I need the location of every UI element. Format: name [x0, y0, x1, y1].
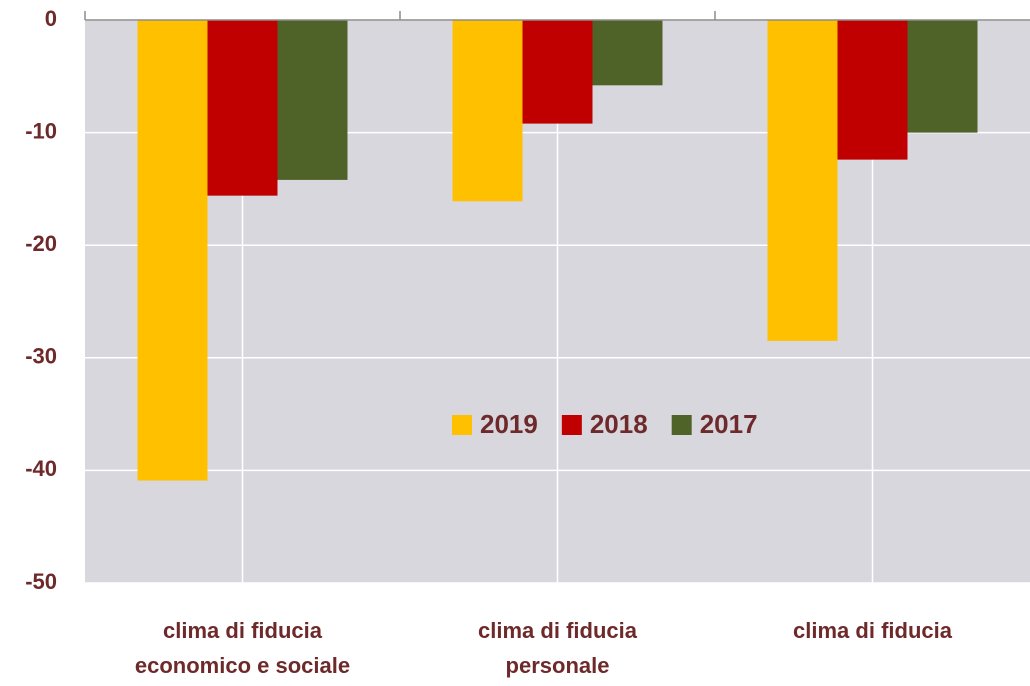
x-tick-label-line: clima di fiducia [478, 618, 638, 643]
y-tick-label: 0 [45, 6, 57, 31]
bar [907, 20, 978, 133]
bar [592, 20, 663, 86]
bar [767, 20, 838, 341]
y-tick-label: -10 [25, 118, 57, 143]
x-tick-label: clima di fiducia economico e sociale [135, 618, 350, 678]
x-tick-label: clima di fiducia [793, 618, 953, 643]
legend-label: 2019 [480, 409, 538, 439]
bar [207, 20, 278, 196]
x-tick-label: clima di fiducia personale [478, 618, 638, 678]
y-tick-label: -50 [25, 569, 57, 594]
legend-swatch [561, 415, 582, 435]
y-tick-label: -30 [25, 344, 57, 369]
bar [277, 20, 348, 180]
legend-swatch [452, 415, 472, 435]
x-tick-label-line: economico e sociale [135, 653, 350, 678]
y-tick-label: -40 [25, 456, 57, 481]
bar [837, 20, 908, 160]
legend-label: 2018 [590, 409, 648, 439]
bar [522, 20, 593, 124]
legend-swatch [671, 415, 692, 435]
y-tick-label: -20 [25, 231, 57, 256]
x-tick-label-line: clima di fiducia [163, 618, 323, 643]
legend-label: 2017 [700, 409, 758, 439]
bar [137, 20, 208, 481]
x-tick-label-line: clima di fiducia [793, 618, 953, 643]
bar [452, 20, 523, 202]
x-tick-label-line: personale [506, 653, 610, 678]
